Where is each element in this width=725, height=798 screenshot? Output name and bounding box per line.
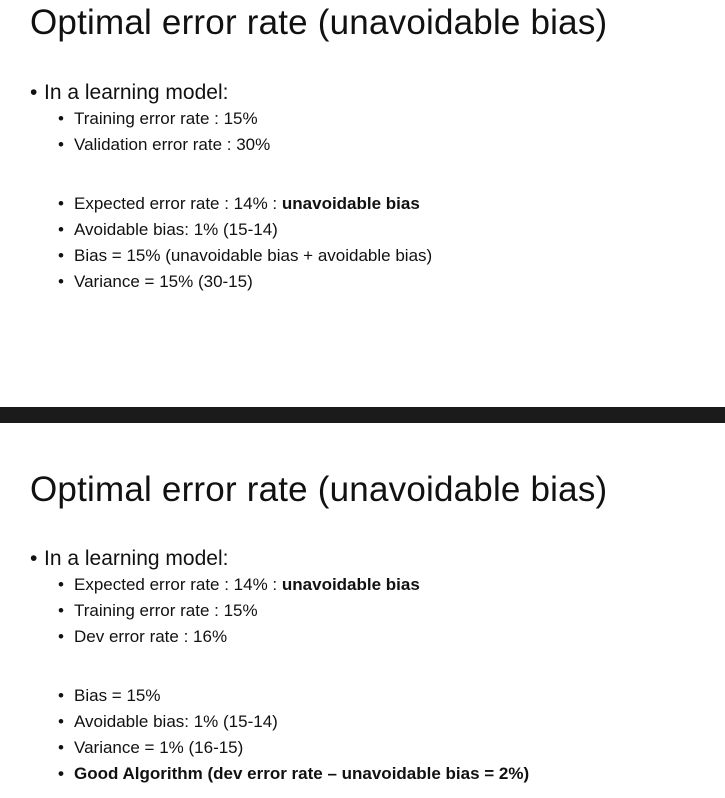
variance-text: Variance = 1% (16-15): [74, 738, 244, 757]
bullet-marker: •: [58, 738, 64, 757]
list-item: • Variance = 1% (16-15): [58, 735, 529, 761]
slide-title: Optimal error rate (unavoidable bias): [30, 470, 608, 509]
avoidable-bias-text: Avoidable bias: 1% (15-14): [74, 712, 278, 731]
expected-error-text: Expected error rate : 14% :: [74, 194, 282, 213]
list-item: • Bias = 15%: [58, 683, 529, 709]
list-item: • Bias = 15% (unavoidable bias + avoidabl…: [58, 243, 432, 269]
bullet-marker: •: [58, 575, 64, 594]
bullet-marker: •: [30, 81, 38, 104]
slide-2: Optimal error rate (unavoidable bias) • I…: [0, 423, 725, 798]
list-item: • Variance = 15% (30-15): [58, 269, 432, 295]
good-algorithm-text: Good Algorithm (dev error rate – unavoid…: [74, 764, 530, 783]
bias-text: Bias = 15% (unavoidable bias + avoidable…: [74, 246, 433, 265]
slide-title: Optimal error rate (unavoidable bias): [30, 3, 608, 42]
list-item: • Expected error rate : 14% : unavoidable…: [58, 191, 432, 217]
unavoidable-bias-emphasis: unavoidable bias: [281, 194, 420, 213]
list-item: • Validation error rate : 30%: [58, 132, 270, 158]
list-item: • Expected error rate : 14% : unavoidable…: [58, 572, 420, 598]
bullet-marker: •: [58, 246, 64, 265]
list-item: • Good Algorithm (dev error rate – unavoi…: [58, 761, 529, 787]
intro-bullet: • In a learning model:: [30, 548, 228, 569]
training-error-text: Training error rate : 15%: [74, 109, 258, 128]
list-item: • Training error rate : 15%: [58, 106, 270, 132]
bias-analysis-list: • Bias = 15% • Avoidable bias: 1% (15-14) …: [58, 683, 529, 787]
bullet-marker: •: [58, 135, 64, 154]
slide-1: Optimal error rate (unavoidable bias) • I…: [30, 3, 608, 295]
bullet-marker: •: [58, 220, 64, 239]
bias-text: Bias = 15%: [74, 686, 161, 705]
bullet-marker: •: [58, 601, 64, 620]
intro-bullet: • In a learning model:: [30, 82, 228, 103]
bullet-marker: •: [58, 686, 64, 705]
bias-analysis-list: • Expected error rate : 14% : unavoidable…: [58, 191, 432, 295]
dev-error-text: Dev error rate : 16%: [74, 627, 228, 646]
avoidable-bias-text: Avoidable bias: 1% (15-14): [74, 220, 278, 239]
bullet-marker: •: [58, 764, 64, 783]
bullet-marker: •: [58, 272, 64, 291]
intro-text: In a learning model:: [44, 547, 229, 570]
intro-text: In a learning model:: [44, 81, 229, 104]
bullet-marker: •: [58, 712, 64, 731]
list-item: • Dev error rate : 16%: [58, 624, 420, 650]
list-item: • Training error rate : 15%: [58, 598, 420, 624]
slide-divider: [0, 407, 725, 423]
bullet-marker: •: [30, 547, 38, 570]
bullet-marker: •: [58, 109, 64, 128]
variance-text: Variance = 15% (30-15): [74, 272, 253, 291]
training-error-text: Training error rate : 15%: [74, 601, 258, 620]
error-rate-list: • Training error rate : 15% • Validation e…: [58, 106, 270, 158]
list-item: • Avoidable bias: 1% (15-14): [58, 217, 432, 243]
error-rate-list: • Expected error rate : 14% : unavoidable…: [58, 572, 420, 650]
expected-error-text: Expected error rate : 14% :: [74, 575, 282, 594]
list-item: • Avoidable bias: 1% (15-14): [58, 709, 529, 735]
bullet-marker: •: [58, 194, 64, 213]
validation-error-text: Validation error rate : 30%: [74, 135, 271, 154]
unavoidable-bias-emphasis: unavoidable bias: [281, 575, 420, 594]
bullet-marker: •: [58, 627, 64, 646]
